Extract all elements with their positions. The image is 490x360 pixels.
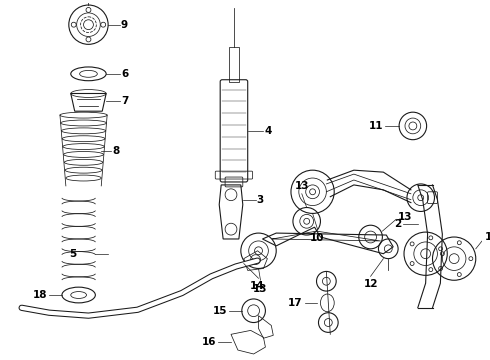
Text: 11: 11 [369,121,383,131]
Text: 9: 9 [121,20,128,30]
Text: 13: 13 [253,284,268,294]
Text: 3: 3 [257,195,264,204]
Text: 6: 6 [121,69,128,79]
Text: 13: 13 [294,181,309,191]
Text: 10: 10 [310,233,325,243]
Text: 4: 4 [265,126,272,136]
Text: 12: 12 [364,279,378,289]
Text: 17: 17 [288,298,303,308]
Text: 13: 13 [398,212,413,222]
Text: 14: 14 [250,281,265,291]
Text: 8: 8 [112,145,119,156]
Text: 1: 1 [485,232,490,242]
Text: 5: 5 [70,249,76,259]
Text: 2: 2 [394,219,401,229]
Text: 7: 7 [121,96,128,106]
Text: 15: 15 [213,306,227,316]
Text: 18: 18 [33,290,47,300]
Text: 16: 16 [202,337,216,347]
